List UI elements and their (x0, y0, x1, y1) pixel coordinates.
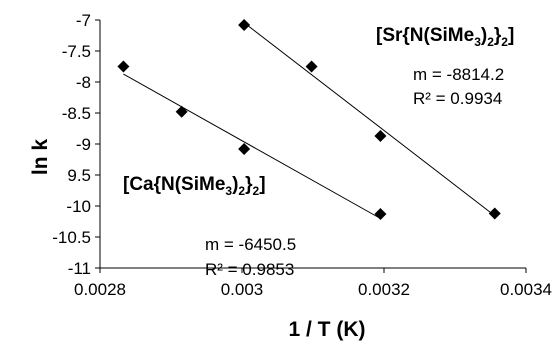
data-point-series-1 (488, 207, 501, 220)
x-tick-label: 0.0032 (358, 280, 410, 299)
y-tick-label: -7.5 (62, 42, 91, 61)
y-tick-label: -8.5 (62, 104, 91, 123)
data-point-series-1 (374, 129, 387, 142)
data-points (117, 18, 501, 221)
trendlines (123, 22, 496, 219)
data-point-series-0 (238, 142, 251, 155)
data-point-series-1 (238, 18, 251, 31)
ca-slope-label: m = -6450.5 (205, 235, 296, 254)
y-axis-title: ln k (29, 139, 52, 175)
data-point-series-0 (117, 60, 130, 73)
data-point-series-1 (305, 60, 318, 73)
y-tick-label: -9 (76, 135, 91, 154)
y-tick-label: -7 (76, 11, 91, 30)
x-tick-label: 0.0034 (500, 280, 552, 299)
data-point-series-0 (175, 105, 188, 118)
x-axis-title: 1 / T (K) (289, 318, 366, 341)
y-tick-label: -8 (76, 73, 91, 92)
trendline-series-1 (243, 22, 496, 217)
ca-r2-label: R² = 0.9853 (205, 260, 294, 279)
x-axis-ticks: 0.0028 0.003 0.0032 0.0034 (74, 268, 552, 299)
x-tick-label: 0.0028 (74, 280, 126, 299)
data-point-series-0 (374, 208, 387, 221)
series-label-sr: [Sr{N(SiMe3)2}2] (376, 25, 514, 49)
y-axis-ticks: -7 -7.5 -8 -8.5 -9 9.5 -10 -10.5 -11 (52, 11, 100, 278)
sr-slope-label: m = -8814.2 (413, 65, 504, 84)
y-tick-label: -11 (68, 259, 91, 278)
trendline-series-0 (123, 73, 381, 219)
series-label-ca: [Ca{N(SiMe3)2}2] (123, 174, 266, 198)
y-tick-label: -10 (66, 197, 91, 216)
sr-r2-label: R² = 0.9934 (413, 89, 502, 108)
y-tick-label: -10.5 (52, 228, 91, 247)
x-tick-label: 0.003 (221, 280, 264, 299)
y-tick-label: 9.5 (67, 166, 91, 185)
